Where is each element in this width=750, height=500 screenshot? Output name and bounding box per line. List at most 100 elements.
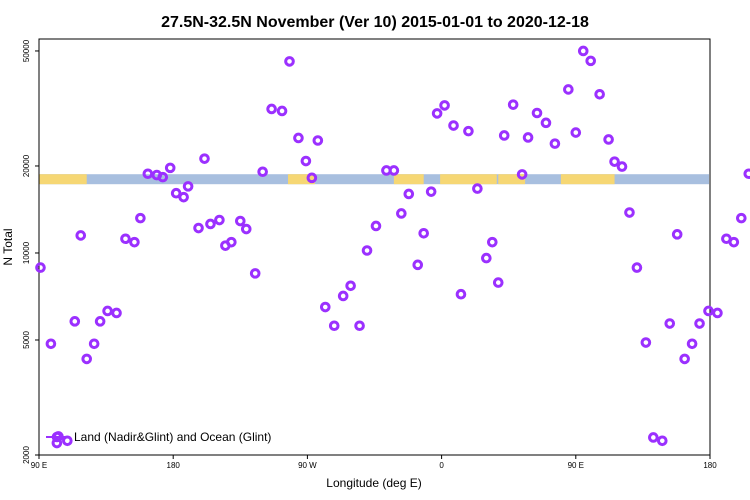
data-point — [135, 212, 146, 224]
data-point — [609, 156, 620, 167]
legend-marker — [51, 431, 63, 443]
data-point — [585, 55, 597, 67]
data-point — [88, 338, 100, 350]
data-point — [157, 171, 169, 183]
data-point — [594, 89, 605, 100]
data-point — [62, 435, 73, 447]
data-point — [640, 337, 652, 348]
data-point — [45, 338, 57, 350]
data-point — [266, 103, 277, 115]
data-point — [664, 318, 676, 329]
data-point — [418, 227, 430, 239]
data-point — [463, 125, 474, 137]
data-point — [743, 168, 750, 180]
data-point — [481, 252, 492, 264]
data-point — [354, 320, 365, 332]
data-point — [129, 236, 140, 248]
data-point — [679, 353, 690, 365]
data-point — [728, 236, 740, 248]
x-tick-label: 180 — [703, 461, 717, 470]
data-point — [455, 288, 467, 300]
data-point — [170, 187, 182, 199]
data-point — [448, 120, 459, 131]
data-point — [712, 307, 723, 319]
data-point — [182, 181, 194, 192]
data-point — [69, 316, 81, 327]
land-segment — [288, 174, 315, 185]
data-point — [616, 161, 628, 172]
data-point — [624, 207, 635, 218]
legend: Land (Nadir&Glint) and Ocean (Glint) — [46, 430, 271, 444]
data-point — [284, 56, 295, 67]
data-point — [361, 245, 373, 256]
data-point — [549, 138, 561, 149]
legend-label: Land (Nadir&Glint) and Ocean (Glint) — [74, 430, 271, 444]
data-point — [257, 166, 268, 178]
data-point — [388, 165, 400, 176]
data-point — [214, 214, 225, 226]
data-point — [570, 127, 582, 138]
data-point — [671, 229, 683, 240]
y-tick-label: 2000 — [22, 446, 31, 464]
y-tick-label: 10000 — [22, 241, 31, 264]
data-point — [205, 218, 216, 230]
data-point — [226, 236, 237, 248]
data-point — [631, 262, 643, 273]
data-point — [694, 318, 705, 329]
data-point — [425, 186, 437, 197]
data-point — [648, 432, 659, 443]
data-point — [703, 305, 714, 317]
data-point — [563, 84, 574, 95]
data-point — [193, 222, 204, 234]
data-point — [603, 134, 614, 145]
data-point — [102, 305, 113, 317]
data-point — [337, 290, 349, 302]
data-point — [178, 191, 189, 203]
data-point — [319, 301, 331, 313]
data-point — [370, 220, 382, 232]
data-point — [439, 100, 450, 111]
data-point — [293, 132, 304, 144]
data-point — [120, 233, 131, 245]
data-point — [656, 435, 668, 447]
plot-frame — [38, 38, 711, 456]
data-point — [431, 108, 443, 119]
x-axis: 90 E 180 90 W 0 90 E 180 — [31, 455, 717, 470]
data-point — [51, 437, 63, 449]
ocean-band — [40, 174, 709, 185]
land-segment — [498, 174, 526, 185]
data-point — [312, 135, 324, 146]
data-points — [35, 45, 750, 449]
data-point — [328, 320, 340, 332]
data-point — [94, 316, 106, 327]
data-point — [736, 212, 747, 224]
data-point — [199, 153, 210, 164]
x-axis-label: Longitude (deg E) — [326, 476, 421, 490]
data-point — [35, 262, 46, 273]
data-point — [396, 208, 407, 219]
data-point — [240, 223, 252, 235]
data-point — [486, 236, 498, 248]
x-tick-label: 0 — [439, 461, 444, 470]
data-point — [498, 130, 510, 141]
data-point — [306, 172, 318, 184]
data-point — [412, 259, 424, 271]
data-point — [686, 338, 698, 350]
chart-title: 27.5N-32.5N November (Ver 10) 2015-01-01… — [161, 14, 589, 31]
data-point — [522, 132, 534, 143]
data-point — [249, 268, 261, 279]
data-point — [516, 169, 528, 180]
data-point — [75, 230, 87, 241]
data-point — [403, 188, 415, 200]
y-tick-label: 20000 — [22, 154, 31, 177]
data-point — [111, 307, 122, 319]
y-axis: 2000 5000 10000 20000 50000 — [22, 39, 39, 464]
data-point — [540, 117, 552, 129]
data-point — [492, 277, 504, 288]
data-point — [81, 353, 93, 365]
data-point — [472, 183, 483, 194]
land-segment — [560, 174, 615, 185]
y-axis-label: N Total — [1, 228, 15, 265]
data-point — [531, 107, 543, 119]
